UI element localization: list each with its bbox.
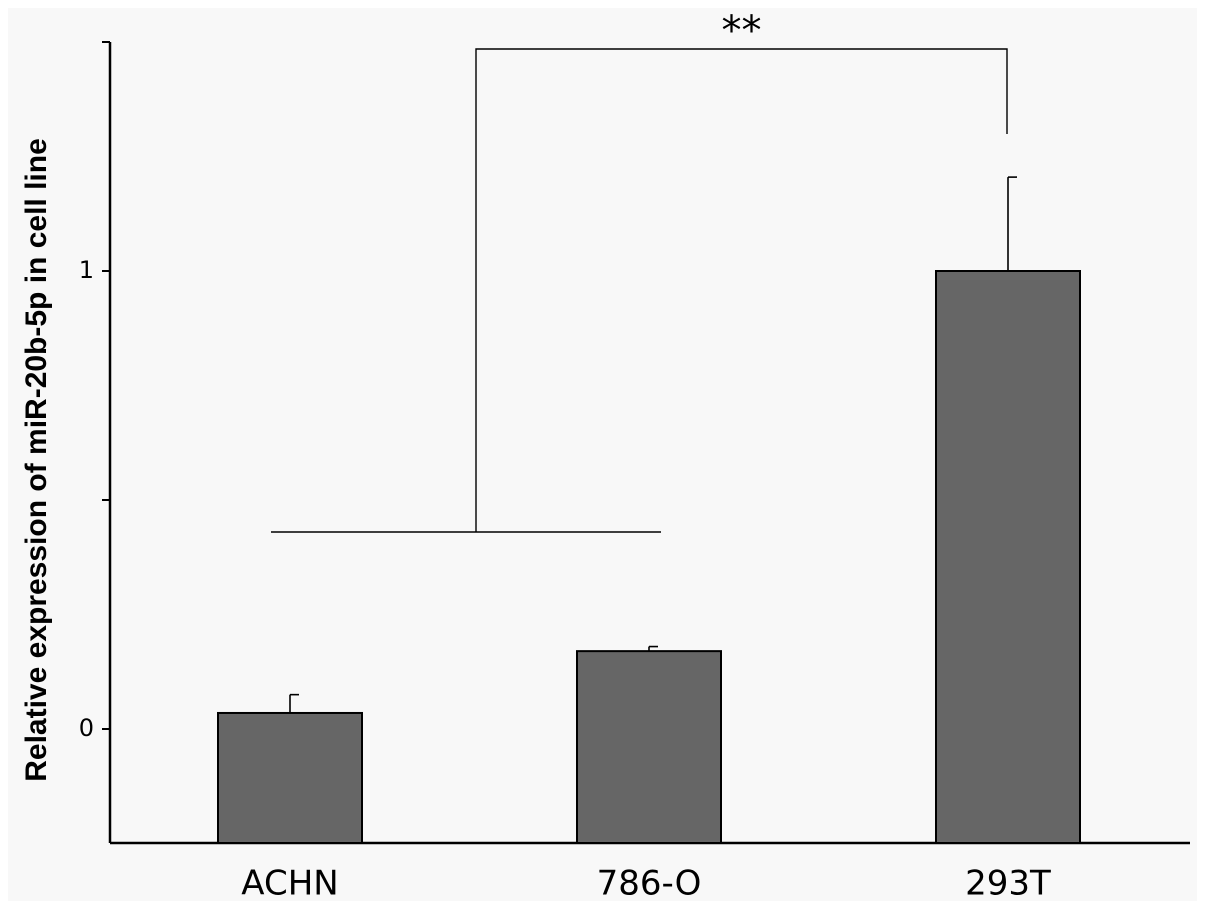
y-tick-label: 0 bbox=[79, 714, 94, 742]
bar-293t bbox=[935, 270, 1081, 844]
significance-label: ** bbox=[722, 8, 762, 54]
bar-achn bbox=[217, 711, 363, 844]
x-tick-label: 293T bbox=[965, 864, 1051, 904]
y-tick-label: 1 bbox=[79, 256, 94, 284]
x-tick-label: ACHN bbox=[241, 864, 338, 904]
y-axis-label: Relative expression of miR-20b-5p in cel… bbox=[20, 138, 53, 782]
x-tick-label: 786-O bbox=[597, 864, 702, 904]
significance-bracket bbox=[475, 48, 1008, 532]
bar-786-o bbox=[576, 650, 722, 845]
